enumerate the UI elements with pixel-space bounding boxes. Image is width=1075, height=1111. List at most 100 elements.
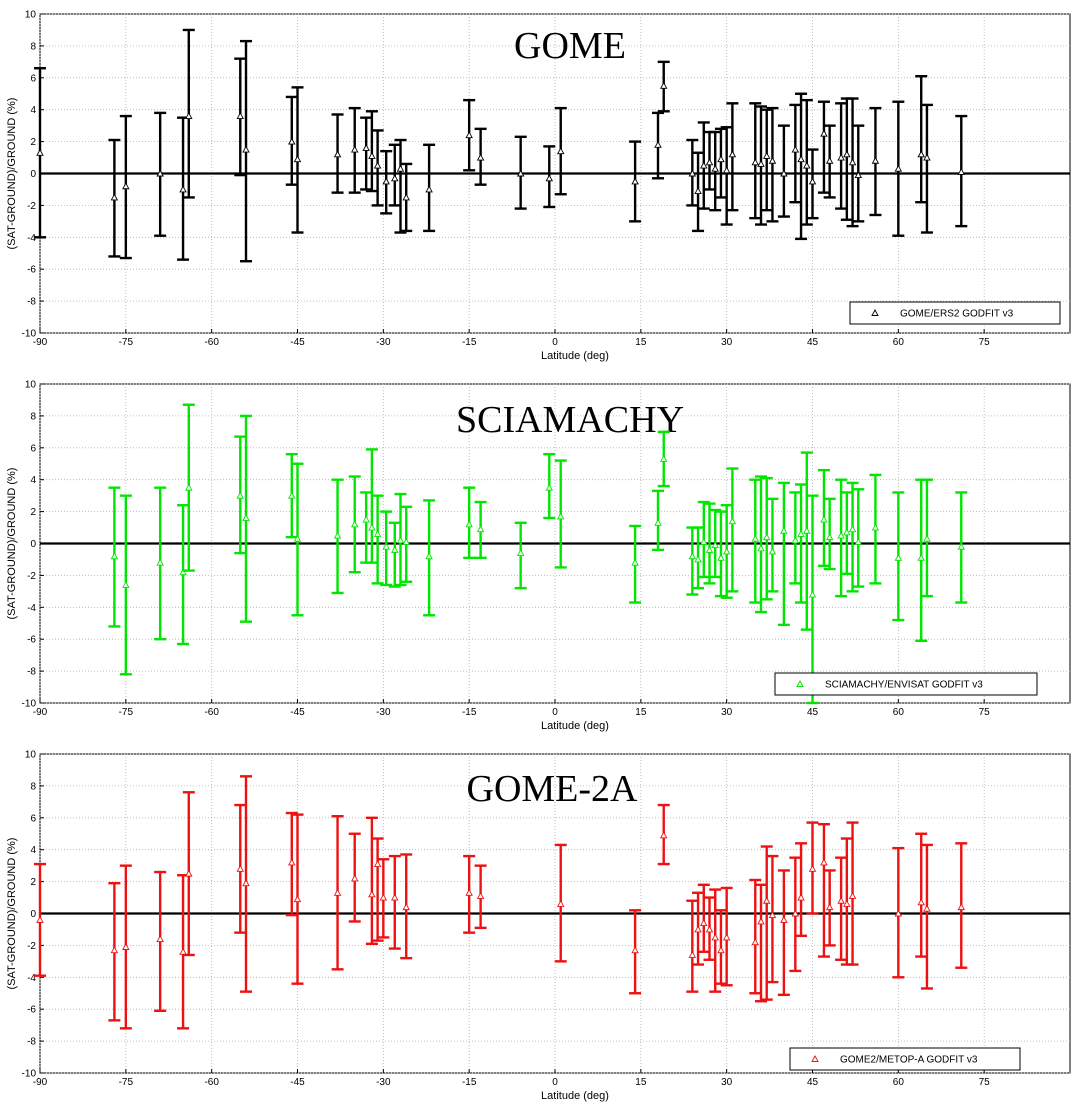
data-point-marker: [556, 899, 565, 907]
errorbar-point: [629, 524, 642, 604]
data-point-marker: [843, 528, 851, 536]
data-point-marker: [185, 112, 193, 120]
x-axis-label: Latitude (deg): [541, 1090, 609, 1102]
data-point-marker: [242, 879, 250, 887]
errorbar-point: [726, 102, 739, 212]
errorbar-point: [34, 67, 46, 239]
errorbar-point: [285, 811, 298, 917]
x-tick-label: -15: [462, 337, 477, 348]
errorbar-point: [423, 143, 436, 233]
data-point-marker: [768, 547, 777, 555]
errorbar-point: [182, 403, 195, 572]
x-tick-label: -60: [204, 1077, 219, 1088]
data-point-marker: [871, 156, 880, 164]
errorbar-point: [892, 100, 905, 237]
errorbar-point: [291, 462, 304, 617]
data-point-marker: [36, 148, 44, 156]
chart-title: SCIAMACHY: [456, 399, 684, 441]
x-tick-label: -45: [290, 707, 305, 718]
y-tick-label: 2: [30, 507, 36, 518]
data-point-marker: [333, 888, 342, 896]
data-point-marker: [425, 552, 433, 560]
chart-svg-gome: -90 -75 -60 -45 -30 -15 0 15 30 45 60 75 10 8 6 4 2 0 -2 -4…: [6, 10, 1071, 362]
legend-label: GOME2/METOP-A GODFIT v3: [840, 1055, 978, 1066]
errorbar-point: [34, 862, 46, 977]
data-point-marker: [808, 590, 817, 598]
data-point-marker: [711, 933, 719, 941]
errorbar-point: [760, 108, 773, 212]
data-point-marker: [722, 933, 731, 941]
errorbar-point: [920, 103, 933, 234]
errorbar-point: [749, 878, 762, 995]
errorbar-point: [182, 28, 195, 199]
errorbar-point: [554, 106, 567, 196]
errorbar-point: [400, 162, 413, 233]
x-tick-label: 75: [979, 337, 991, 348]
y-tick-label: -8: [27, 667, 36, 678]
data-point-marker: [768, 156, 777, 164]
data-point-marker: [837, 153, 845, 161]
y-tick-label: -4: [27, 233, 36, 244]
data-point-marker: [894, 909, 903, 917]
data-point-marker: [556, 512, 565, 520]
y-tick-label: 10: [25, 10, 37, 21]
data-point-marker: [185, 483, 193, 491]
errorbar-point: [692, 151, 705, 233]
errorbar-point: [348, 475, 361, 574]
errorbar-point: [423, 499, 436, 617]
data-point-marker: [700, 919, 708, 927]
errorbar-point: [629, 909, 642, 995]
errorbar-point: [697, 883, 710, 953]
data-point-marker: [36, 915, 44, 923]
data-point-marker: [848, 892, 857, 899]
data-point-marker: [373, 529, 382, 537]
y-tick-label: 8: [30, 411, 36, 422]
errorbar-point: [835, 478, 848, 598]
data-point-marker: [762, 533, 771, 541]
errorbar-point: [789, 491, 802, 585]
data-point-marker: [333, 150, 342, 158]
x-tick-label: -90: [33, 707, 48, 718]
y-tick-label: 0: [30, 169, 36, 180]
errorbar-point: [240, 775, 252, 993]
data-point-marker: [396, 536, 405, 544]
errorbar-point: [709, 888, 722, 993]
x-tick-label: -60: [204, 707, 219, 718]
errorbar-point: [388, 854, 401, 950]
errorbar-point: [955, 842, 968, 969]
errorbar-point: [177, 504, 190, 646]
errorbar-point: [835, 102, 848, 210]
data-point-marker: [711, 164, 719, 172]
errorbar-point: [365, 448, 378, 564]
x-tick-label: 60: [893, 1077, 905, 1088]
errorbar-point: [652, 111, 664, 180]
data-point-marker: [288, 858, 296, 866]
data-point-marker: [156, 935, 164, 942]
data-point-marker: [728, 150, 737, 158]
errorbar-point: [377, 858, 390, 939]
errorbar-point: [846, 821, 859, 966]
data-point-marker: [894, 553, 903, 561]
errorbar-point: [514, 521, 527, 590]
data-point-marker: [350, 520, 359, 528]
data-point-marker: [894, 164, 903, 172]
data-point-marker: [402, 903, 410, 911]
errorbar-point: [474, 127, 487, 186]
data-point-marker: [791, 145, 800, 153]
data-point-marker: [288, 491, 296, 499]
y-tick-label: -10: [22, 1069, 37, 1080]
data-point-marker: [957, 167, 966, 175]
data-point-marker: [797, 155, 805, 163]
data-point-marker: [768, 911, 777, 919]
data-point-marker: [293, 155, 302, 163]
y-tick-label: -2: [27, 201, 36, 212]
data-point-marker: [185, 869, 193, 877]
data-point-marker: [762, 152, 771, 159]
data-point-marker: [843, 899, 851, 907]
errorbar-point: [380, 510, 393, 587]
chart-title: GOME: [514, 25, 626, 67]
errorbar-point: [291, 813, 304, 985]
errorbar-point: [892, 491, 905, 622]
errorbar-point: [800, 451, 813, 631]
data-point-marker: [751, 158, 760, 166]
